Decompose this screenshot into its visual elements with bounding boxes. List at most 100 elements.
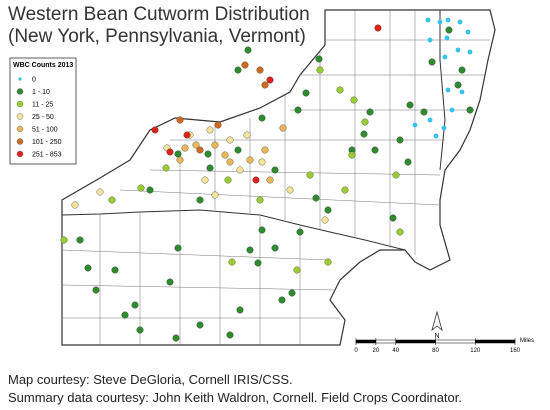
legend-box xyxy=(9,57,77,165)
survey-point xyxy=(211,141,219,149)
survey-point xyxy=(427,117,433,123)
legend-swatch xyxy=(18,77,22,81)
survey-point xyxy=(444,35,450,41)
survey-point xyxy=(266,176,274,184)
scale-unit: Miles xyxy=(520,338,534,344)
legend: WBC Counts 2013 0 1 - 10 11 - 25 25 - 50 51 … xyxy=(9,57,77,165)
title-line: (New York, Pennsylvania, Vermont) xyxy=(8,26,306,47)
legend-swatch xyxy=(16,125,24,133)
survey-point xyxy=(454,81,462,89)
survey-point xyxy=(166,148,174,156)
survey-point xyxy=(192,141,200,149)
survey-point xyxy=(404,158,412,166)
north-arrow: N xyxy=(431,310,443,340)
survey-point xyxy=(206,164,214,172)
survey-point xyxy=(465,29,471,35)
survey-point xyxy=(350,96,358,104)
legend-label: 0 xyxy=(32,77,36,84)
survey-point xyxy=(425,17,431,23)
scale-segment xyxy=(475,339,516,344)
survey-point xyxy=(228,258,236,266)
survey-point xyxy=(226,158,234,166)
survey-point xyxy=(196,196,204,204)
survey-point xyxy=(254,259,262,267)
survey-point xyxy=(336,86,344,94)
survey-point xyxy=(108,196,116,204)
survey-point xyxy=(467,49,473,55)
survey-point xyxy=(433,133,439,139)
survey-point xyxy=(441,125,447,131)
survey-point xyxy=(151,126,159,134)
survey-point xyxy=(136,326,144,334)
survey-point xyxy=(76,236,84,244)
survey-point xyxy=(256,66,264,74)
scale-segment xyxy=(395,339,436,344)
survey-point xyxy=(348,151,356,159)
north-label: N xyxy=(434,333,439,340)
scale-segment xyxy=(435,339,476,344)
scale-label: 40 xyxy=(392,348,399,354)
scale-bar: Miles 0 20 40 80 120 160 xyxy=(354,338,534,354)
survey-point xyxy=(389,214,397,222)
survey-point xyxy=(458,66,466,74)
survey-point xyxy=(396,136,404,144)
survey-point xyxy=(96,188,104,196)
survey-point xyxy=(312,194,320,202)
survey-point xyxy=(181,144,189,152)
survey-point xyxy=(445,87,451,93)
legend-swatch xyxy=(16,150,24,158)
survey-point xyxy=(442,54,448,60)
survey-point xyxy=(271,244,279,252)
survey-point xyxy=(111,266,119,274)
survey-point xyxy=(445,17,451,23)
survey-point xyxy=(360,130,368,138)
survey-point xyxy=(204,150,212,158)
legend-label: 11 - 25 xyxy=(32,102,53,109)
survey-point xyxy=(455,47,461,53)
title: Western Bean Cutworm Distribution (New Y… xyxy=(8,4,310,47)
north-arrow-shape xyxy=(431,310,443,332)
legend-label: 1 - 10 xyxy=(32,89,50,96)
scale-label: 20 xyxy=(373,348,380,354)
survey-point xyxy=(288,289,296,297)
legend-label: 251 - 853 xyxy=(32,152,62,159)
legend-swatch xyxy=(16,88,24,95)
region-outline xyxy=(61,9,496,346)
survey-point xyxy=(174,150,182,158)
survey-point xyxy=(246,246,254,254)
survey-point xyxy=(412,122,418,128)
survey-point xyxy=(226,136,234,144)
state-border xyxy=(439,10,446,171)
survey-point xyxy=(437,19,443,25)
survey-point xyxy=(428,58,436,66)
survey-point xyxy=(241,61,249,69)
survey-point xyxy=(457,19,463,25)
survey-point xyxy=(131,301,139,309)
survey-point xyxy=(236,306,244,314)
survey-point xyxy=(459,89,465,95)
survey-point xyxy=(172,334,180,342)
survey-point xyxy=(374,24,382,32)
survey-point xyxy=(246,156,254,164)
survey-point xyxy=(315,55,323,63)
survey-point xyxy=(92,286,100,294)
survey-point xyxy=(176,156,184,164)
survey-point xyxy=(316,66,324,74)
survey-point xyxy=(266,76,274,84)
scale-label: 80 xyxy=(432,348,439,354)
legend-label: 51 - 100 xyxy=(32,127,58,134)
survey-point xyxy=(324,206,332,214)
survey-point xyxy=(221,151,229,159)
survey-point xyxy=(293,266,301,274)
survey-point xyxy=(396,228,404,236)
legend-label: 101 - 250 xyxy=(32,139,62,146)
survey-point xyxy=(256,196,264,204)
survey-point xyxy=(176,116,184,124)
survey-point xyxy=(261,146,269,154)
map xyxy=(61,9,496,346)
survey-point xyxy=(244,46,252,54)
survey-point xyxy=(214,121,222,129)
survey-point xyxy=(449,107,455,113)
survey-point xyxy=(271,166,279,174)
survey-point xyxy=(361,118,369,126)
